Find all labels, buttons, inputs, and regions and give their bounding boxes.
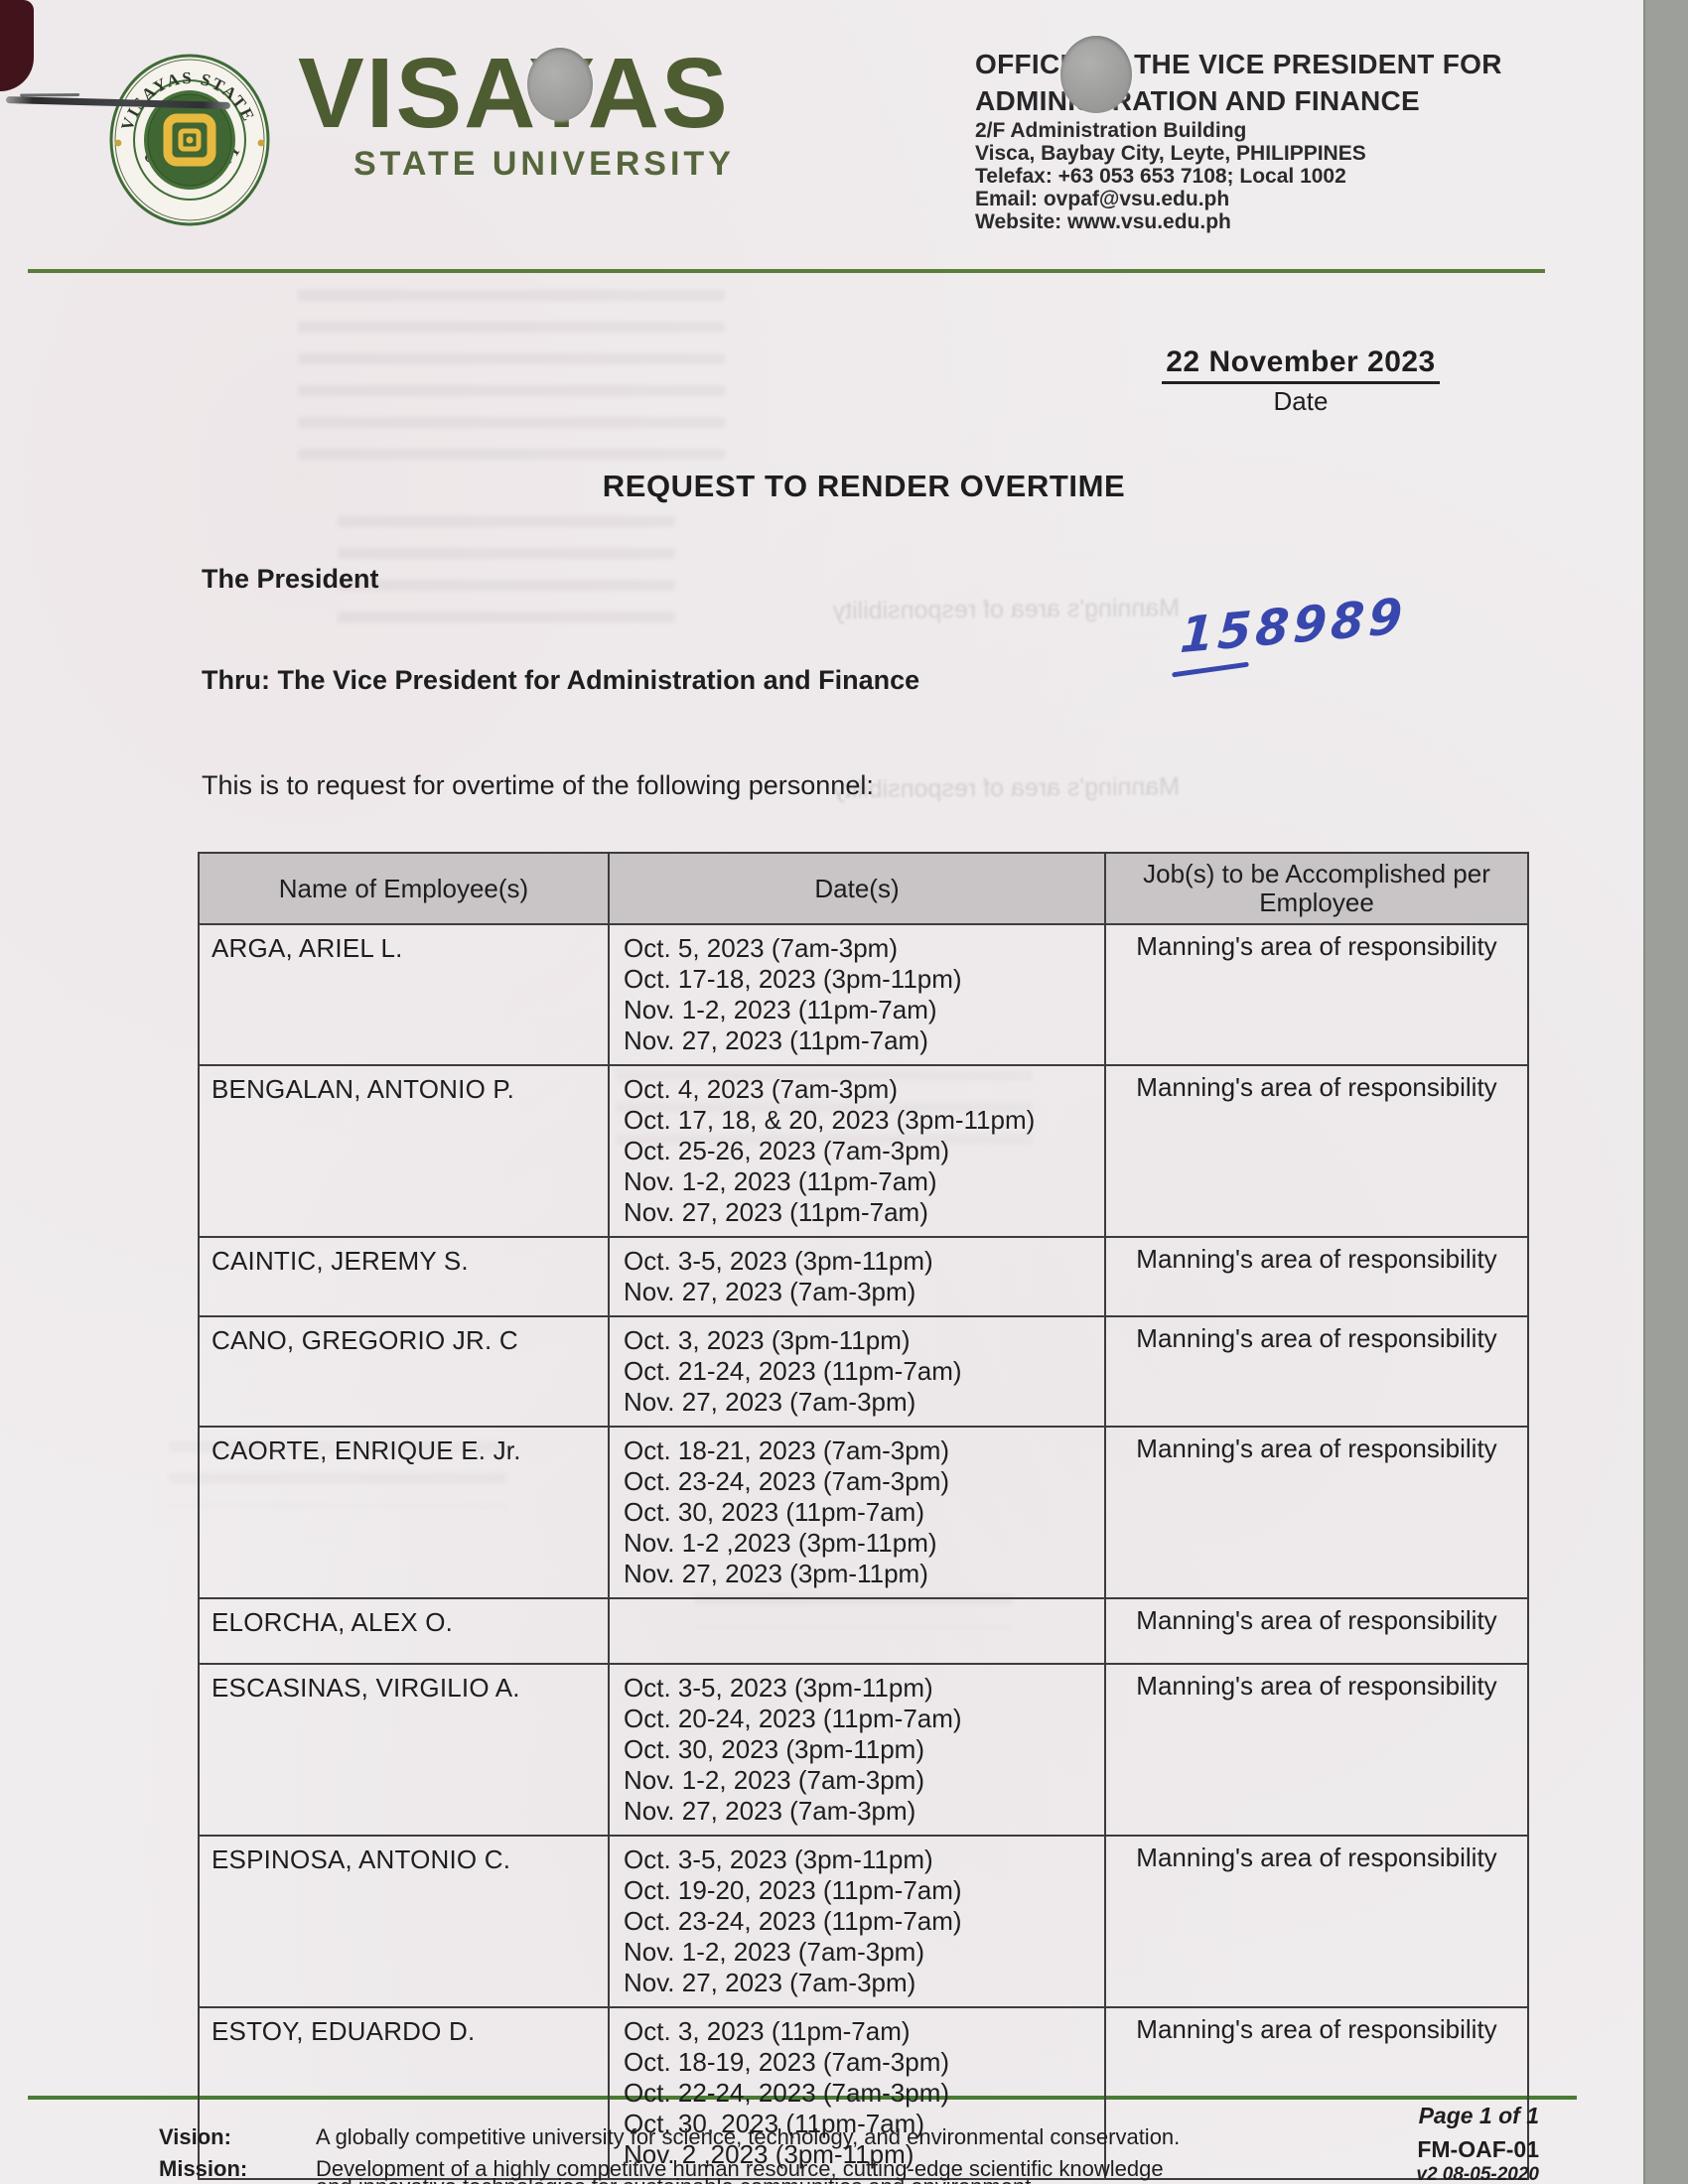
table-row: ESCASINAS, VIRGILIO A. Oct. 3-5, 2023 (3… [198, 1663, 1529, 1837]
employee-dates: Oct. 3-5, 2023 (3pm-11pm) Oct. 20-24, 20… [608, 1663, 1106, 1837]
table-row: ELORCHA, ALEX O. Manning's area of respo… [198, 1597, 1529, 1665]
punch-hole [527, 48, 593, 121]
university-seal: VISAYAS STATE UNIVERSITY [107, 52, 272, 233]
bleedthrough-smudge [298, 290, 725, 471]
vision-text: A globally competitive university for sc… [316, 2124, 1181, 2149]
employee-job: Manning's area of responsibility [1104, 1426, 1529, 1599]
employee-job: Manning's area of responsibility [1104, 1597, 1529, 1665]
employee-dates: Oct. 3, 2023 (3pm-11pm) Oct. 21-24, 2023… [608, 1315, 1106, 1428]
employee-name: CAINTIC, JEREMY S. [198, 1236, 610, 1317]
mission-label: Mission: [159, 2156, 248, 2181]
university-subname: STATE UNIVERSITY [353, 145, 735, 183]
scanner-edge-band [1643, 0, 1688, 2184]
employee-name: ESTOY, EDUARDO D. [198, 2006, 610, 2180]
table-row: CAINTIC, JEREMY S. Oct. 3-5, 2023 (3pm-1… [198, 1236, 1529, 1317]
employee-job: Manning's area of responsibility [1104, 923, 1529, 1066]
university-name: VISAYAS [298, 38, 730, 149]
employee-name: ARGA, ARIEL L. [198, 923, 610, 1066]
employee-job: Manning's area of responsibility [1104, 1064, 1529, 1238]
col-header-dates: Date(s) [608, 852, 1106, 925]
address-line4: Email: ovpaf@vsu.edu.ph [975, 188, 1230, 210]
handwritten-underline [1172, 661, 1249, 678]
employee-name: CANO, GREGORIO JR. C [198, 1315, 610, 1428]
thru-line: Thru: The Vice President for Administrat… [202, 665, 920, 695]
address-line5: Website: www.vsu.edu.ph [975, 210, 1231, 233]
table-row: ARGA, ARIEL L. Oct. 5, 2023 (7am-3pm) Oc… [198, 923, 1529, 1066]
employee-dates: Oct. 3-5, 2023 (3pm-11pm) Oct. 19-20, 20… [608, 1835, 1106, 2008]
page-indicator: Page 1 of 1 [1418, 2103, 1539, 2128]
handwritten-number: 158989 [1178, 587, 1408, 665]
table-row: CANO, GREGORIO JR. C Oct. 3, 2023 (3pm-1… [198, 1315, 1529, 1428]
employee-name: ESPINOSA, ANTONIO C. [198, 1835, 610, 2008]
bleedthrough-smudge [338, 516, 675, 627]
employee-name: ESCASINAS, VIRGILIO A. [198, 1663, 610, 1837]
employee-dates: Oct. 3-5, 2023 (3pm-11pm) Nov. 27, 2023 … [608, 1236, 1106, 1317]
date-block: 22 November 2023 Date [1142, 345, 1460, 417]
overtime-table: Name of Employee(s) Date(s) Job(s) to be… [198, 852, 1529, 2180]
employee-dates: Oct. 18-21, 2023 (7am-3pm) Oct. 23-24, 2… [608, 1426, 1106, 1599]
mission-text: Development of a highly competitive huma… [316, 2156, 1164, 2181]
employee-dates: Oct. 4, 2023 (7am-3pm) Oct. 17, 18, & 20… [608, 1064, 1106, 1238]
mission-text-clipped: and innovative technologies for sustaina… [316, 2174, 1037, 2184]
employee-name: CAORTE, ENRIQUE E. Jr. [198, 1426, 610, 1599]
table-row: CAORTE, ENRIQUE E. Jr. Oct. 18-21, 2023 … [198, 1426, 1529, 1599]
vision-label: Vision: [159, 2124, 231, 2149]
address-line3: Telefax: +63 053 653 7108; Local 1002 [975, 165, 1346, 188]
intro-line: This is to request for overtime of the f… [202, 770, 874, 800]
employee-job: Manning's area of responsibility [1104, 1835, 1529, 2008]
employee-job: Manning's area of responsibility [1104, 1663, 1529, 1837]
header-divider-line [28, 269, 1545, 273]
table-header-row: Name of Employee(s) Date(s) Job(s) to be… [198, 852, 1529, 925]
bleedthrough-text: Manning's area of responsibility [832, 772, 1181, 804]
scan-corner-artifact [0, 0, 34, 91]
employee-job: Manning's area of responsibility [1104, 1236, 1529, 1317]
employee-name: BENGALAN, ANTONIO P. [198, 1064, 610, 1238]
employee-job: Manning's area of responsibility [1104, 1315, 1529, 1428]
address-line2: Visca, Baybay City, Leyte, PHILIPPINES [975, 142, 1366, 165]
document-title: REQUEST TO RENDER OVERTIME [602, 469, 1126, 503]
table-row: ESPINOSA, ANTONIO C. Oct. 3-5, 2023 (3pm… [198, 1835, 1529, 2008]
form-version: v2 08-05-2020 [1416, 2164, 1539, 2184]
date-label: Date [1273, 386, 1329, 416]
col-header-job: Job(s) to be Accomplished per Employee [1104, 852, 1529, 925]
address-line1: 2/F Administration Building [975, 119, 1247, 142]
date-value: 22 November 2023 [1162, 345, 1440, 384]
employee-dates: Oct. 3, 2023 (11pm-7am) Oct. 18-19, 2023… [608, 2006, 1106, 2180]
punch-hole [1060, 36, 1132, 113]
university-wordmark: VISAYAS STATE UNIVERSITY [298, 44, 993, 184]
table-row: ESTOY, EDUARDO D. Oct. 3, 2023 (11pm-7am… [198, 2006, 1529, 2180]
form-code: FM-OAF-01 [1417, 2136, 1539, 2162]
employee-dates: Oct. 5, 2023 (7am-3pm) Oct. 17-18, 2023 … [608, 923, 1106, 1066]
addressee: The President [202, 564, 379, 594]
office-title-line2: ADMINISTRATION AND FINANCE [975, 85, 1420, 116]
table-row: BENGALAN, ANTONIO P. Oct. 4, 2023 (7am-3… [198, 1064, 1529, 1238]
col-header-name: Name of Employee(s) [198, 852, 610, 925]
bleedthrough-text: Manning's area of responsibility [832, 594, 1181, 625]
employee-dates [608, 1597, 1106, 1665]
employee-job: Manning's area of responsibility [1104, 2006, 1529, 2180]
employee-name: ELORCHA, ALEX O. [198, 1597, 610, 1665]
